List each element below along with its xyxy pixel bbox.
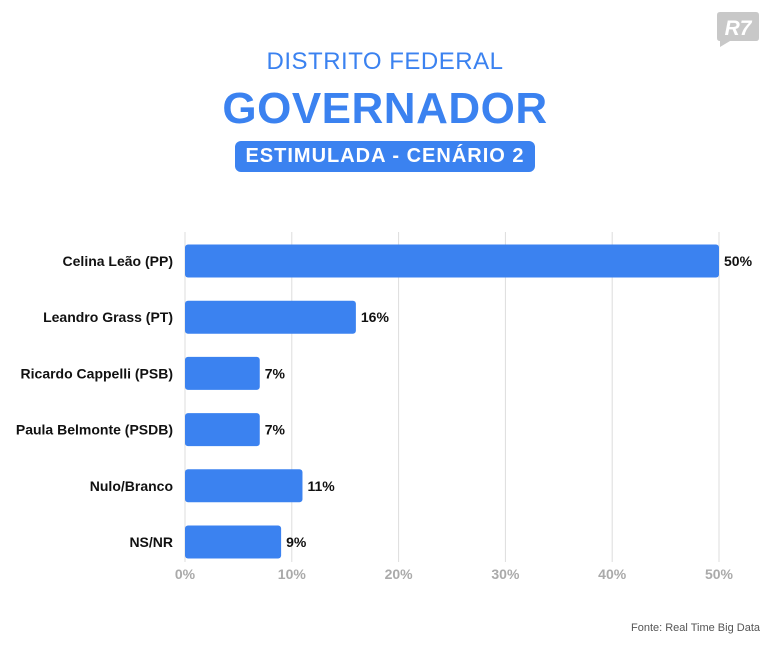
value-label-5: 9% (286, 534, 307, 550)
category-label-2: Ricardo Cappelli (PSB) (21, 365, 173, 381)
bar-3 (185, 413, 260, 447)
value-label-3: 7% (265, 422, 286, 438)
bar-5 (185, 525, 282, 559)
x-tick-label-1: 10% (278, 566, 307, 582)
category-label-3: Paula Belmonte (PSDB) (16, 422, 173, 438)
r7-logo-text: R7 (725, 17, 753, 40)
bar-1 (185, 300, 356, 334)
value-label-4: 11% (307, 478, 335, 494)
value-label-2: 7% (265, 365, 286, 381)
x-tick-label-2: 20% (385, 566, 414, 582)
category-label-4: Nulo/Branco (90, 478, 173, 494)
source-note: Fonte: Real Time Big Data (630, 622, 760, 634)
chart-title: GOVERNADOR (222, 84, 548, 133)
bar-0 (185, 244, 719, 278)
category-label-0: Celina Leão (PP) (63, 253, 173, 269)
x-tick-label-0: 0% (175, 566, 196, 582)
scenario-badge: ESTIMULADA - CENÁRIO 2 (235, 141, 535, 172)
x-tick-label-5: 50% (705, 566, 734, 582)
category-label-5: NS/NR (129, 534, 173, 550)
value-label-0: 50% (724, 253, 753, 269)
r7-logo: R7 (717, 12, 759, 47)
x-tick-label-3: 30% (491, 566, 520, 582)
bar-4 (185, 469, 303, 503)
x-tick-label-4: 40% (598, 566, 627, 582)
value-label-1: 16% (361, 309, 390, 325)
category-label-1: Leandro Grass (PT) (43, 309, 173, 325)
bar-2 (185, 356, 260, 390)
chart-subtitle: DISTRITO FEDERAL (266, 48, 504, 75)
